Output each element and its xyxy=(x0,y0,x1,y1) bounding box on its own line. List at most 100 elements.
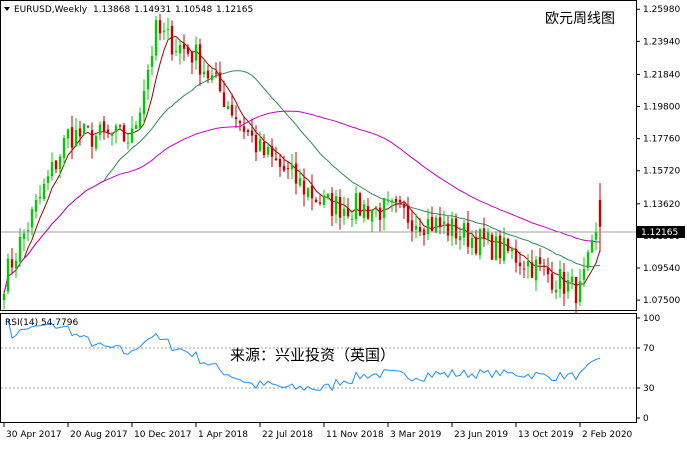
candle xyxy=(174,38,178,57)
candle xyxy=(106,124,110,138)
candle-body xyxy=(218,72,222,92)
candle-body xyxy=(162,30,166,32)
candle xyxy=(590,234,594,254)
candle-body xyxy=(390,200,394,203)
candle-body xyxy=(230,104,234,116)
candle xyxy=(222,80,226,107)
candle-body xyxy=(154,20,158,56)
candle-body xyxy=(258,139,262,151)
candle-body xyxy=(530,262,534,278)
candle-body xyxy=(354,193,358,220)
candle-body xyxy=(382,198,386,219)
candle xyxy=(566,271,570,299)
candle-body xyxy=(474,237,478,254)
candle-body xyxy=(238,121,242,124)
candle xyxy=(522,260,526,279)
candle-body xyxy=(62,138,66,158)
candle-body xyxy=(466,222,470,247)
candle-body xyxy=(270,146,274,157)
ohlc-high: 1.14931 xyxy=(134,5,171,15)
candle-body xyxy=(6,258,10,292)
candle-body xyxy=(594,232,598,240)
candle xyxy=(42,178,46,202)
candle xyxy=(334,189,338,224)
candle xyxy=(434,215,438,233)
candle xyxy=(502,227,506,265)
candle xyxy=(486,228,490,245)
candle-body xyxy=(470,237,474,248)
candle xyxy=(318,195,322,206)
candle xyxy=(582,257,586,288)
candle xyxy=(150,45,154,76)
candle-body xyxy=(414,225,418,230)
candle-body xyxy=(46,176,50,183)
candle xyxy=(282,155,286,172)
candle-body xyxy=(434,217,438,233)
candle-body xyxy=(66,129,70,139)
candle xyxy=(442,210,446,235)
candle xyxy=(210,67,214,84)
candle xyxy=(458,227,462,250)
candle-body xyxy=(86,126,90,128)
candle xyxy=(286,161,290,180)
candle-body xyxy=(114,125,118,132)
candle xyxy=(410,210,414,242)
date-tick-label: 22 Jul 2018 xyxy=(262,430,313,440)
candle xyxy=(366,198,370,221)
rsi-tick-label: 30 xyxy=(643,384,655,394)
ma-slow-line xyxy=(3,110,601,294)
candle-body xyxy=(366,206,370,219)
candle xyxy=(30,206,34,236)
candle-body xyxy=(462,223,466,238)
candle xyxy=(122,123,126,143)
candle-body xyxy=(302,180,306,195)
chart-title-cn: 欧元周线图 xyxy=(545,11,615,27)
candle-body xyxy=(518,262,522,267)
candle xyxy=(142,79,146,125)
candle-body xyxy=(454,218,458,239)
candle xyxy=(374,206,378,218)
candle xyxy=(262,134,266,158)
candle xyxy=(14,252,18,278)
candle-body xyxy=(214,72,218,74)
date-tick-label: 23 Jun 2019 xyxy=(454,430,508,440)
candle xyxy=(70,115,74,160)
candle xyxy=(218,61,222,93)
candle xyxy=(206,65,210,84)
candle-body xyxy=(54,160,58,170)
candle-body xyxy=(498,235,502,259)
candle xyxy=(298,169,302,188)
candle xyxy=(474,229,478,256)
candle-body xyxy=(138,112,142,129)
candle xyxy=(46,169,50,190)
candle-body xyxy=(350,218,354,220)
candle xyxy=(66,128,70,149)
candle-body xyxy=(522,268,526,270)
candle-body xyxy=(14,260,18,269)
candle xyxy=(306,187,310,201)
candle xyxy=(254,125,258,162)
candle-body xyxy=(50,162,54,177)
candle xyxy=(270,138,274,168)
date-tick-label: 3 Mar 2019 xyxy=(390,430,442,440)
candle-body xyxy=(494,236,498,260)
price-tick-label: 1.23940 xyxy=(643,37,680,47)
candle xyxy=(258,131,262,153)
candle-body xyxy=(310,185,314,199)
candle xyxy=(478,227,482,260)
price-axis: 1.25980 1.23940 1.21840 1.19800 1.17760 1.157… xyxy=(636,5,680,424)
candle-body xyxy=(346,208,350,217)
candle-body xyxy=(598,199,602,227)
date-tick-label: 1 Apr 2018 xyxy=(198,430,248,440)
rsi-panel-frame xyxy=(0,313,637,423)
candle-body xyxy=(198,44,202,75)
candle xyxy=(78,120,82,146)
candle xyxy=(390,198,394,212)
date-tick-label: 10 Dec 2017 xyxy=(134,430,192,440)
candle xyxy=(558,260,562,298)
candle xyxy=(158,13,162,41)
symbol-dropdown-icon[interactable] xyxy=(4,7,10,11)
price-tick-label: 1.13620 xyxy=(643,200,680,210)
candle-body xyxy=(574,276,578,304)
candle-body xyxy=(398,199,402,203)
